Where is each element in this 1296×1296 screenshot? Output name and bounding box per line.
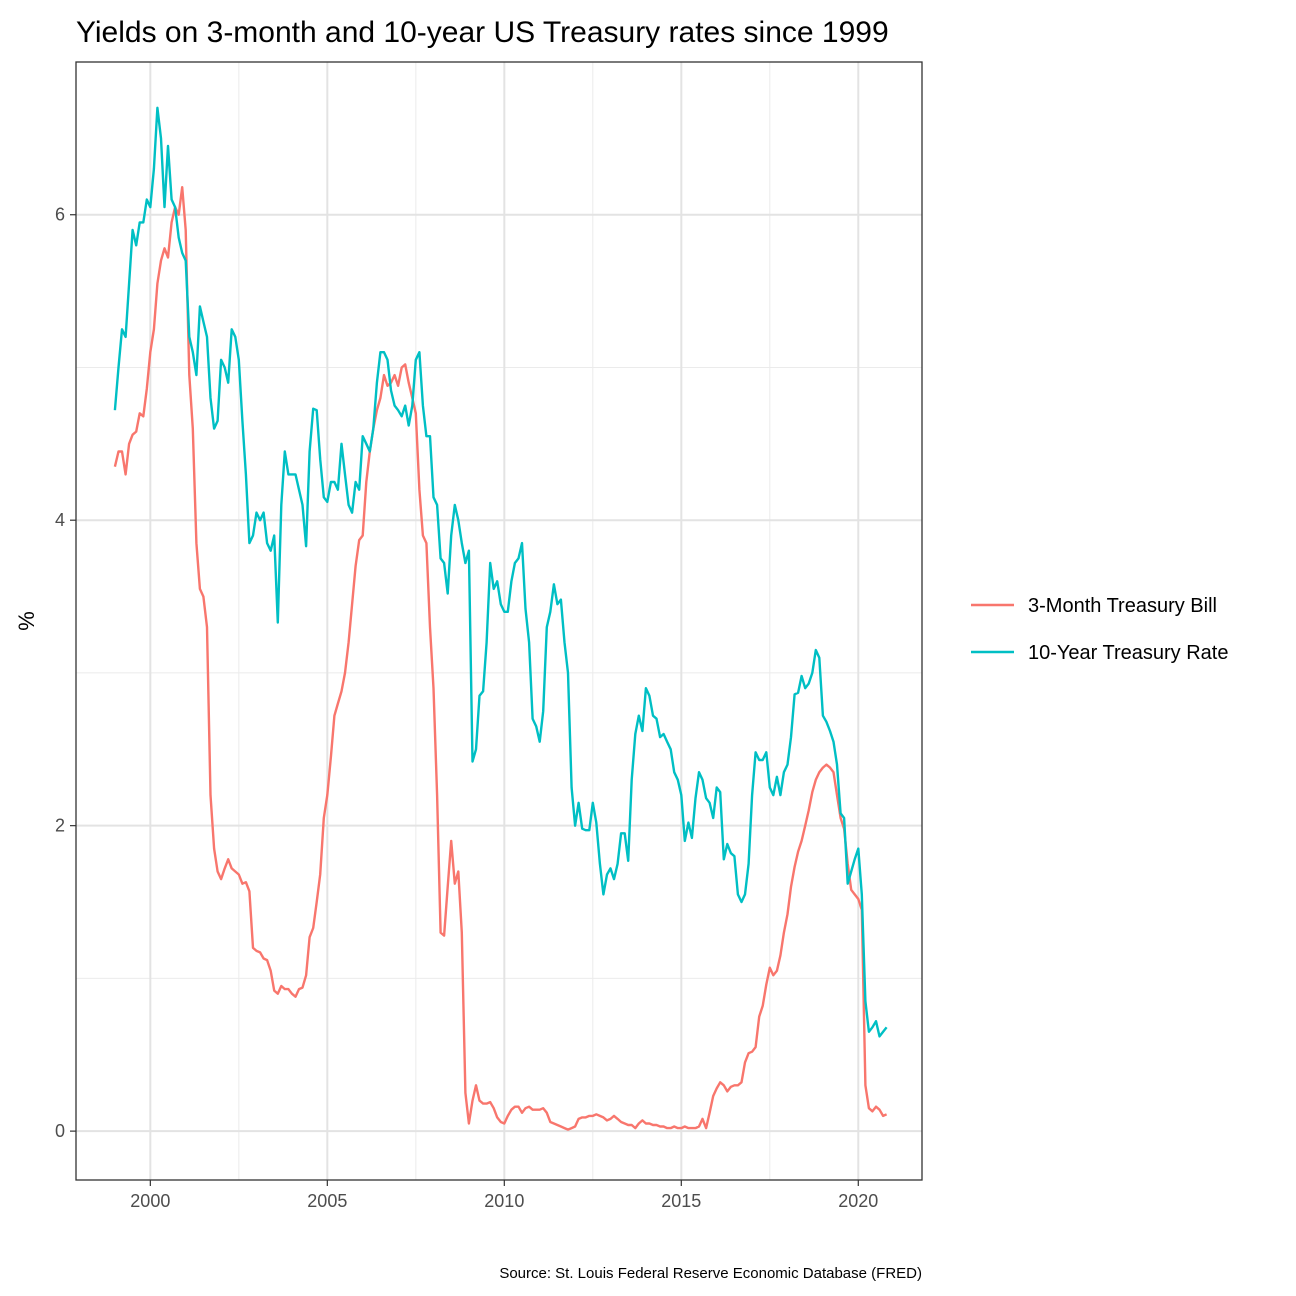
legend-label-three-month-bill: 3-Month Treasury Bill	[1028, 595, 1217, 617]
y-axis: 0 2 4 6	[55, 205, 76, 1141]
plot-panel-border	[75, 61, 923, 1181]
series-line-ten-year-rate	[113, 106, 888, 1038]
major-grid	[76, 62, 922, 1180]
y-tick-label: 0	[55, 1121, 65, 1141]
x-tick-label: 2020	[838, 1191, 878, 1211]
y-tick-label: 6	[55, 205, 65, 225]
chart-title: Yields on 3-month and 10-year US Treasur…	[76, 16, 889, 49]
x-tick-label: 2005	[307, 1191, 347, 1211]
y-tick-label: 4	[55, 510, 65, 530]
y-tick-label: 2	[55, 816, 65, 836]
series-lines	[113, 106, 888, 1131]
series-line-three-month-bill	[113, 186, 888, 1131]
legend-label-ten-year-rate: 10-Year Treasury Rate	[1028, 642, 1228, 664]
chart-caption: Source: St. Louis Federal Reserve Econom…	[499, 1265, 922, 1282]
x-tick-label: 2000	[130, 1191, 170, 1211]
x-tick-label: 2010	[484, 1191, 524, 1211]
legend: 3-Month Treasury Bill 10-Year Treasury Ra…	[971, 595, 1228, 664]
x-axis: 2000 2005 2010 2015 2020	[130, 1180, 878, 1211]
y-axis-title: %	[14, 611, 39, 631]
x-tick-label: 2015	[661, 1191, 701, 1211]
minor-grid	[76, 61, 922, 1180]
